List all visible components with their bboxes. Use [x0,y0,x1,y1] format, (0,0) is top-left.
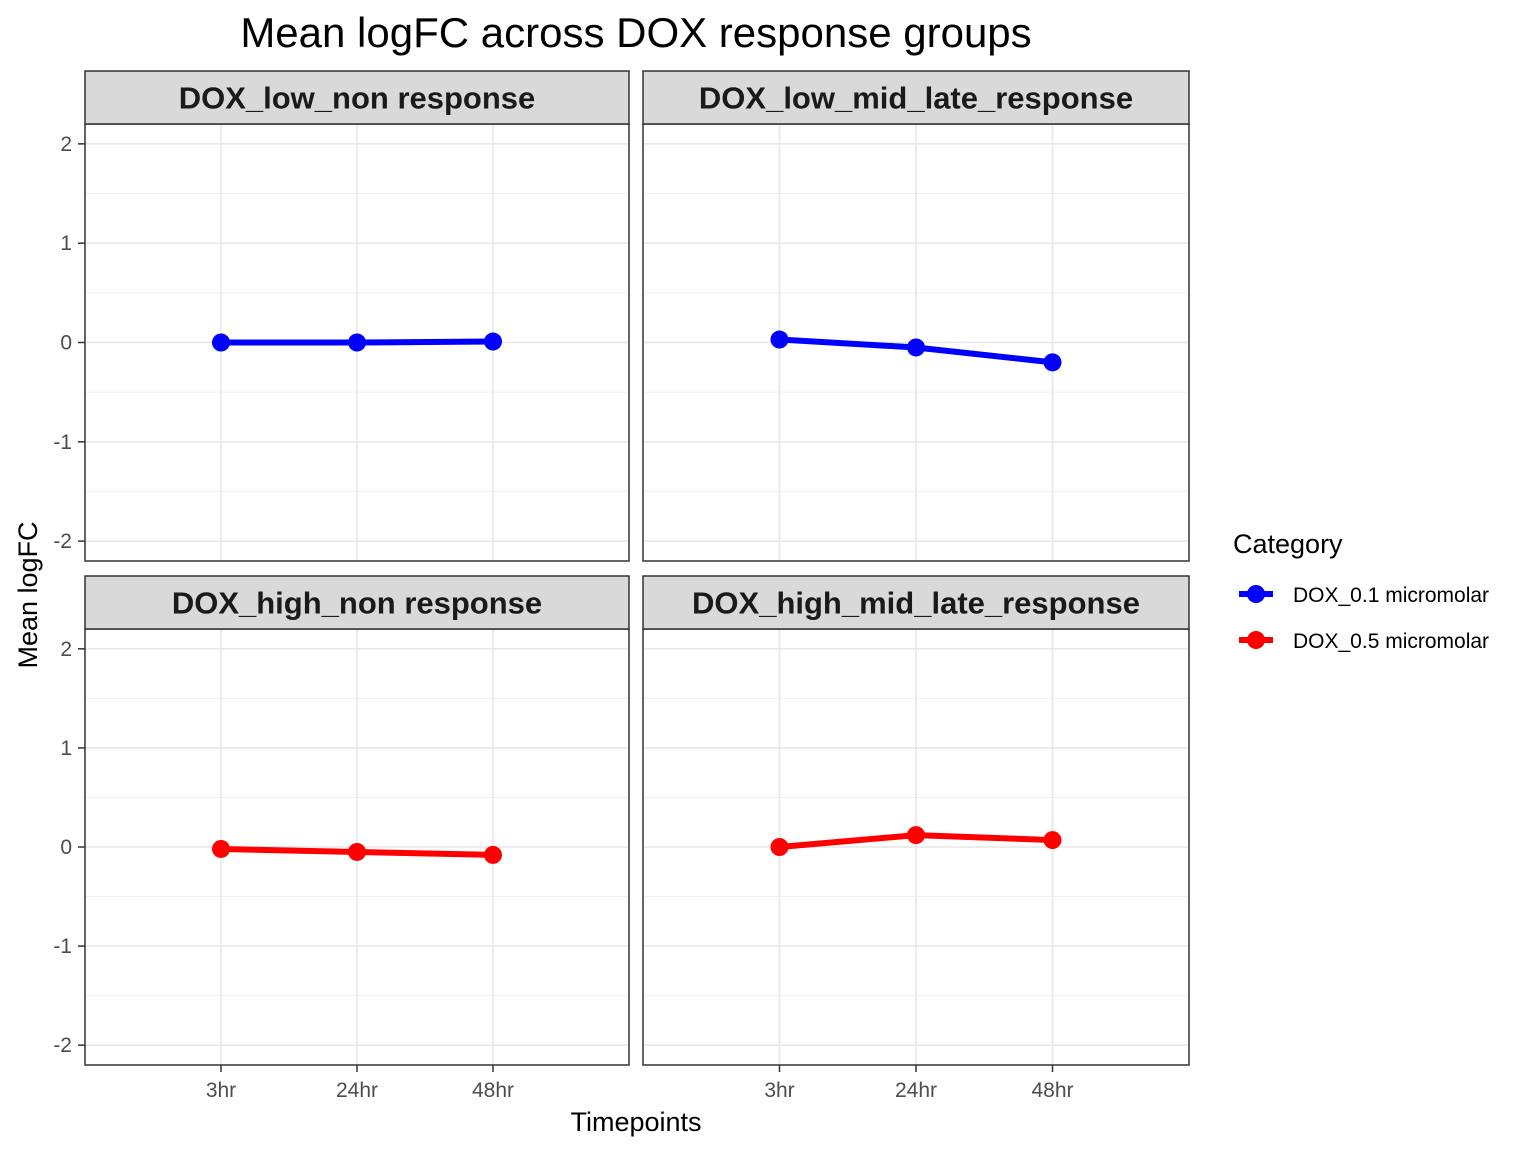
data-point [484,845,502,864]
y-tick-label: 2 [60,133,72,156]
y-tick-label: -2 [53,1034,72,1057]
data-point [907,826,925,845]
y-tick-label: 0 [60,332,72,355]
data-point [348,842,366,861]
y-tick-label: 1 [60,232,72,255]
strip-label: DOX_low_non response [179,81,536,116]
data-point [212,333,230,352]
x-tick-label: 48hr [472,1079,514,1102]
data-point [1043,831,1062,850]
data-point [348,333,366,352]
data-point [770,330,789,349]
legend-key-point [1247,631,1265,649]
strip-background [642,575,1190,630]
facet-panels: DOX_low_non response -2 -1 0 1 2 DOX_low_mid_l… [53,70,1190,1102]
x-tick-label: 24hr [895,1079,937,1102]
x-tick-label: 3hr [206,1079,236,1102]
strip-label: DOX_high_non response [172,586,542,621]
legend-label: DOX_0.5 micromolar [1293,630,1489,653]
strip-label: DOX_high_mid_late_response [692,586,1140,621]
chart-title: Mean logFC across DOX response groups [240,9,1031,56]
strip-label: DOX_low_mid_late_response [699,81,1133,116]
legend-entry: DOX_0.5 micromolar [1239,630,1489,653]
x-tick-label: 24hr [336,1079,378,1102]
x-tick-label: 48hr [1031,1079,1073,1102]
data-point [212,839,230,858]
strip-background [84,70,630,125]
y-tick-label: -1 [53,431,72,454]
y-tick-label: 0 [60,836,72,859]
facet-panel: DOX_high_non response -2 -1 0 1 2 3hr 24hr 48hr [53,575,630,1102]
y-tick-label: -2 [53,530,72,553]
data-point [907,338,925,357]
facet-panel: DOX_low_mid_late_response [642,70,1190,562]
strip-background [84,575,630,630]
x-axis-title: Timepoints [570,1107,701,1137]
data-point [770,838,789,856]
y-tick-label: -1 [53,935,72,958]
legend-key-point [1247,585,1265,603]
data-point [1043,353,1062,372]
y-axis-title: Mean logFC [13,521,43,668]
y-tick-label: 1 [60,737,72,760]
facet-panel: DOX_high_mid_late_response 3hr 24hr 48hr [642,575,1190,1102]
legend-label: DOX_0.1 micromolar [1293,584,1489,607]
legend-title: Category [1233,529,1343,559]
y-tick-label: 2 [60,638,72,661]
strip-background [642,70,1190,125]
legend-entry: DOX_0.1 micromolar [1239,584,1489,607]
facet-panel: DOX_low_non response -2 -1 0 1 2 [53,70,630,562]
data-point [484,332,502,351]
legend: Category DOX_0.1 micromolar DOX_0.5 micro… [1233,529,1489,653]
x-tick-label: 3hr [764,1079,794,1102]
